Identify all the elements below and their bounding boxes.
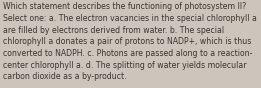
Text: Which statement describes the functioning of photosystem II?
Select one: a. The : Which statement describes the functionin… <box>3 2 257 81</box>
